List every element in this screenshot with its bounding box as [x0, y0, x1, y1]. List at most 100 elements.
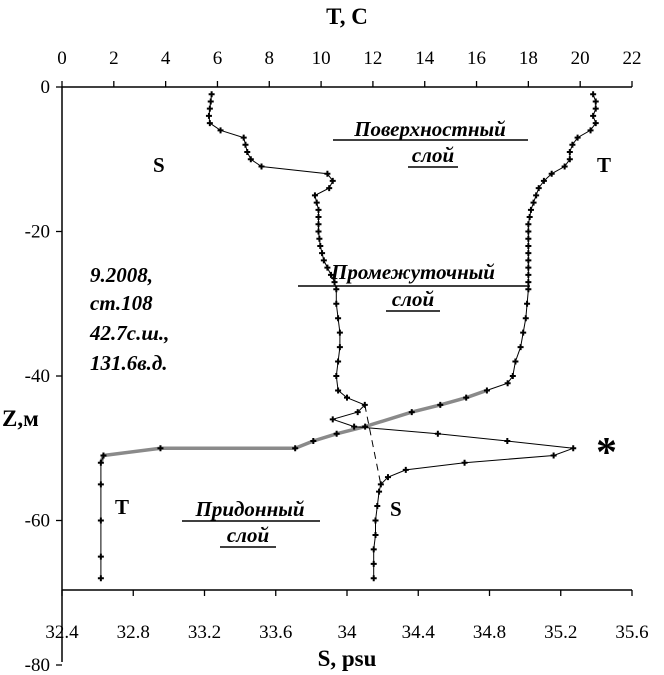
salinity-point [317, 242, 324, 249]
temperature-point [525, 228, 532, 235]
salinity-point [333, 286, 340, 293]
top-tick-label: 12 [363, 48, 382, 69]
salinity-point [384, 474, 391, 481]
temperature-point [525, 250, 532, 257]
salinity-point [329, 416, 336, 423]
salinity-point [315, 214, 322, 221]
temperature-point [100, 452, 107, 459]
salinity-point [402, 466, 409, 473]
salinity-point [258, 163, 265, 170]
left-tick-label: -20 [25, 222, 50, 243]
temperature-point [526, 214, 533, 221]
temperature-point [525, 279, 532, 286]
salinity-point [208, 91, 215, 98]
salinity-point [331, 279, 338, 286]
temperature-point [540, 177, 547, 184]
salinity-point [327, 271, 334, 278]
salinity-point [333, 373, 340, 379]
salinity-point [247, 156, 254, 163]
s-curve-bottom-label: S [390, 497, 402, 521]
top-tick-label: 0 [57, 48, 67, 69]
bottom-tick-label: 35.6 [615, 622, 648, 643]
top-tick-label: 2 [109, 48, 119, 69]
t-bottom-segment-line [99, 388, 488, 464]
surface-layer-label-2: слой [412, 143, 454, 167]
left-axis-ticks: 0 -20 -40 -60 -80 [25, 77, 62, 675]
salinity-point [319, 250, 326, 257]
temperature-point [561, 163, 568, 170]
salinity-point [550, 452, 557, 459]
temperature-point [569, 141, 576, 148]
temperature-point [530, 199, 537, 206]
temperature-point [525, 242, 532, 249]
temperature-point [574, 134, 581, 141]
bottom-tick-label: 33.2 [188, 622, 221, 643]
salinity-point [320, 257, 327, 264]
salinity-point [206, 105, 213, 112]
temperature-point [157, 445, 164, 452]
intermediate-layer-label-2: слой [392, 287, 434, 311]
salinity-point [333, 300, 340, 307]
temperature-point [512, 358, 519, 365]
salinity-point [316, 235, 323, 242]
surface-layer-label: Поверхностный [353, 117, 506, 141]
salinity-point [372, 517, 379, 524]
temperature-point [533, 192, 540, 199]
station-longitude: 131.6в.д. [90, 351, 168, 375]
salinity-point [205, 112, 212, 119]
temperature-point [97, 481, 104, 488]
top-tick-label: 22 [623, 48, 642, 69]
salinity-point [329, 177, 336, 184]
salinity-point [377, 481, 384, 488]
station-info: 9.2008, ст.108 42.7с.ш., 131.6в.д. [89, 263, 169, 375]
salinity-point [315, 221, 322, 228]
top-tick-label: 6 [213, 48, 223, 69]
temperature-point [566, 149, 573, 156]
bottom-tick-label: 33.6 [259, 622, 292, 643]
salinity-point [326, 185, 333, 192]
bottom-tick-label: 34.8 [473, 622, 506, 643]
salinity-series [205, 91, 577, 582]
t-curve-top-label: T [597, 153, 611, 177]
station-number: ст.108 [90, 291, 153, 315]
temperature-point [483, 387, 490, 394]
bottom-layer-label-2: слой [227, 523, 269, 547]
top-tick-label: 10 [312, 48, 331, 69]
top-tick-label: 18 [519, 48, 538, 69]
salinity-point [313, 199, 320, 206]
salinity-point [207, 98, 214, 105]
temperature-point [525, 286, 532, 293]
surface-layer-annotation: Поверхностный слой [333, 117, 528, 168]
salinity-point [374, 503, 381, 510]
salinity-point [336, 329, 343, 336]
bottom-tick-label: 35.2 [544, 622, 577, 643]
temperature-point [592, 105, 599, 112]
temperature-point [522, 315, 529, 322]
temperature-point [97, 553, 104, 560]
temperature-deep-line [100, 455, 104, 579]
intermediate-layer-annotation: Промежуточный слой [298, 260, 530, 312]
temperature-point [587, 127, 594, 134]
salinity-point [311, 192, 318, 199]
salinity-point [315, 206, 322, 213]
temperature-point [527, 206, 534, 213]
temperature-point [97, 459, 104, 466]
salinity-point [324, 264, 331, 271]
left-axis-title: Z,м [2, 406, 39, 431]
temperature-point [509, 373, 516, 379]
temperature-point [517, 344, 524, 351]
intermediate-layer-label: Промежуточный [330, 260, 495, 284]
temperature-series [97, 91, 599, 582]
temperature-point [520, 329, 527, 336]
top-axis-ticks: 0 2 4 6 8 10 12 14 16 18 20 22 [57, 48, 642, 87]
bottom-tick-label: 34 [338, 622, 358, 643]
temperature-point [97, 575, 104, 582]
bottom-layer-annotation: Придонный слой [182, 497, 320, 548]
temperature-point [592, 120, 599, 127]
temperature-point [97, 517, 104, 524]
salinity-point [206, 120, 213, 127]
temperature-point [525, 264, 532, 271]
salinity-point [335, 315, 342, 322]
left-tick-label: -80 [25, 655, 50, 675]
